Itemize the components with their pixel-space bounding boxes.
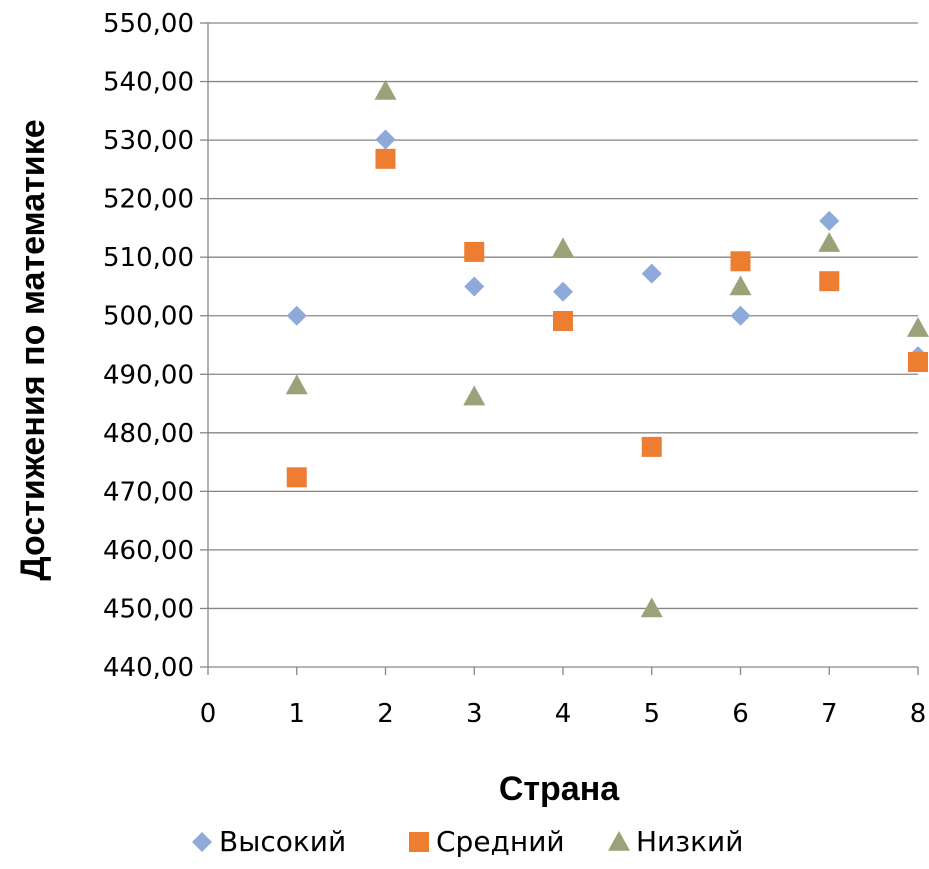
y-tick-label: 550,00 — [103, 9, 194, 39]
data-point — [464, 241, 485, 262]
y-tick-labels: 440,00 450,00 460,00 470,00 480,00 490,00 500,… — [103, 9, 194, 683]
legend-label: Высокий — [219, 825, 346, 858]
y-tick-label: 520,00 — [103, 185, 194, 215]
legend: Высокий Средний Низкий — [192, 825, 743, 858]
y-tick-label: 460,00 — [103, 536, 194, 566]
y-tick-label: 440,00 — [103, 653, 194, 683]
legend-marker — [192, 832, 212, 852]
legend-label: Низкий — [636, 825, 743, 858]
data-point — [641, 263, 662, 284]
data-point — [640, 597, 663, 618]
data-point — [730, 305, 751, 326]
y-tick-label: 510,00 — [103, 243, 194, 273]
x-axis-title: Страна — [499, 770, 620, 808]
series-2 — [285, 79, 929, 618]
x-tick-label: 0 — [200, 699, 217, 729]
legend-label: Средний — [436, 825, 565, 858]
data-points — [285, 79, 929, 618]
data-point — [819, 271, 840, 292]
data-point — [553, 281, 573, 302]
data-point — [553, 310, 573, 331]
x-tick-label: 2 — [377, 699, 394, 729]
data-point — [285, 374, 308, 395]
y-tick-label: 480,00 — [103, 419, 194, 449]
data-point — [552, 237, 574, 258]
data-point — [374, 79, 397, 100]
y-tick-label: 530,00 — [103, 126, 194, 156]
y-tick-label: 490,00 — [103, 360, 194, 390]
legend-marker — [409, 832, 429, 852]
x-tick-labels: 0 1 2 3 4 5 6 7 8 — [200, 699, 927, 729]
x-tick-label: 8 — [910, 699, 927, 729]
legend-item: Высокий — [192, 825, 346, 858]
x-tick-label: 6 — [732, 699, 749, 729]
x-tick-label: 4 — [555, 699, 572, 729]
axes — [200, 22, 919, 675]
legend-item: Средний — [409, 825, 565, 858]
series-1 — [286, 148, 928, 488]
x-tick-label: 7 — [821, 699, 838, 729]
data-point — [641, 436, 662, 457]
data-point — [375, 129, 396, 150]
data-point — [286, 467, 307, 488]
y-tick-label: 470,00 — [103, 477, 194, 507]
data-point — [464, 276, 485, 297]
data-point — [818, 232, 841, 252]
y-tick-label: 500,00 — [103, 302, 194, 332]
data-point — [907, 317, 929, 337]
legend-item: Низкий — [608, 825, 743, 858]
x-tick-label: 3 — [466, 699, 483, 729]
data-point — [729, 275, 752, 296]
data-point — [463, 385, 486, 406]
data-point — [908, 351, 928, 372]
legend-marker — [608, 831, 630, 851]
x-tick-label: 5 — [643, 699, 660, 729]
data-point — [819, 210, 840, 231]
data-point — [730, 251, 751, 272]
y-axis-title: Достижения по математике — [14, 119, 52, 580]
y-tick-label: 450,00 — [103, 594, 194, 624]
y-tick-label: 540,00 — [103, 68, 194, 98]
data-point — [286, 305, 307, 326]
x-tick-label: 1 — [288, 699, 305, 729]
data-point — [375, 148, 396, 169]
